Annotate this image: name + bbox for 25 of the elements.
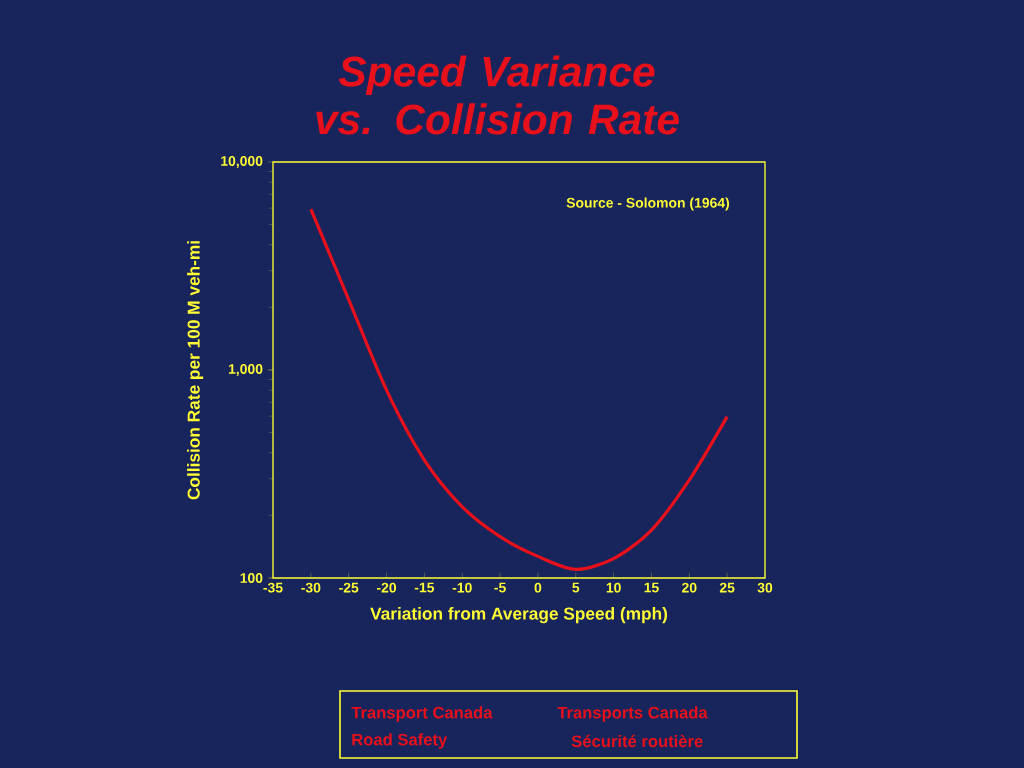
y-tick-label: 10,000 (221, 156, 263, 168)
text: Road Safety (352, 733, 448, 749)
text: Sécurité routière (571, 734, 703, 748)
x-tick-label: -10 (452, 582, 472, 593)
chart-title: Speed Variance vs. Collision Rate (316, 55, 679, 135)
x-tick-label: 20 (682, 582, 697, 593)
x-tick-label: 25 (719, 582, 735, 593)
text: Transport Canada (351, 706, 493, 722)
x-tick-label: -25 (339, 582, 359, 593)
x-tick-label: 5 (572, 582, 580, 593)
y-tick-label: 100 (240, 573, 263, 583)
text: Transports Canada (557, 706, 708, 722)
x-tick-label: -20 (377, 582, 397, 593)
x-tick-label: -5 (494, 582, 506, 593)
x-tick-label: 0 (534, 582, 542, 593)
x-tick-label: -15 (414, 582, 435, 593)
x-axis-title: Variation from Average Speed (mph) (370, 607, 668, 624)
x-tick-label: -30 (301, 582, 321, 593)
x-tick-label: 30 (757, 582, 773, 593)
y-tick-label: 1,000 (228, 364, 263, 376)
x-tick-label: -35 (263, 582, 283, 593)
annotation: Source - Solomon (1964) (566, 197, 730, 211)
y-axis-title: Collision Rate per 100 M veh-mi (187, 241, 204, 500)
x-tick-label: 15 (644, 582, 659, 593)
x-tick-label: 10 (606, 582, 621, 593)
